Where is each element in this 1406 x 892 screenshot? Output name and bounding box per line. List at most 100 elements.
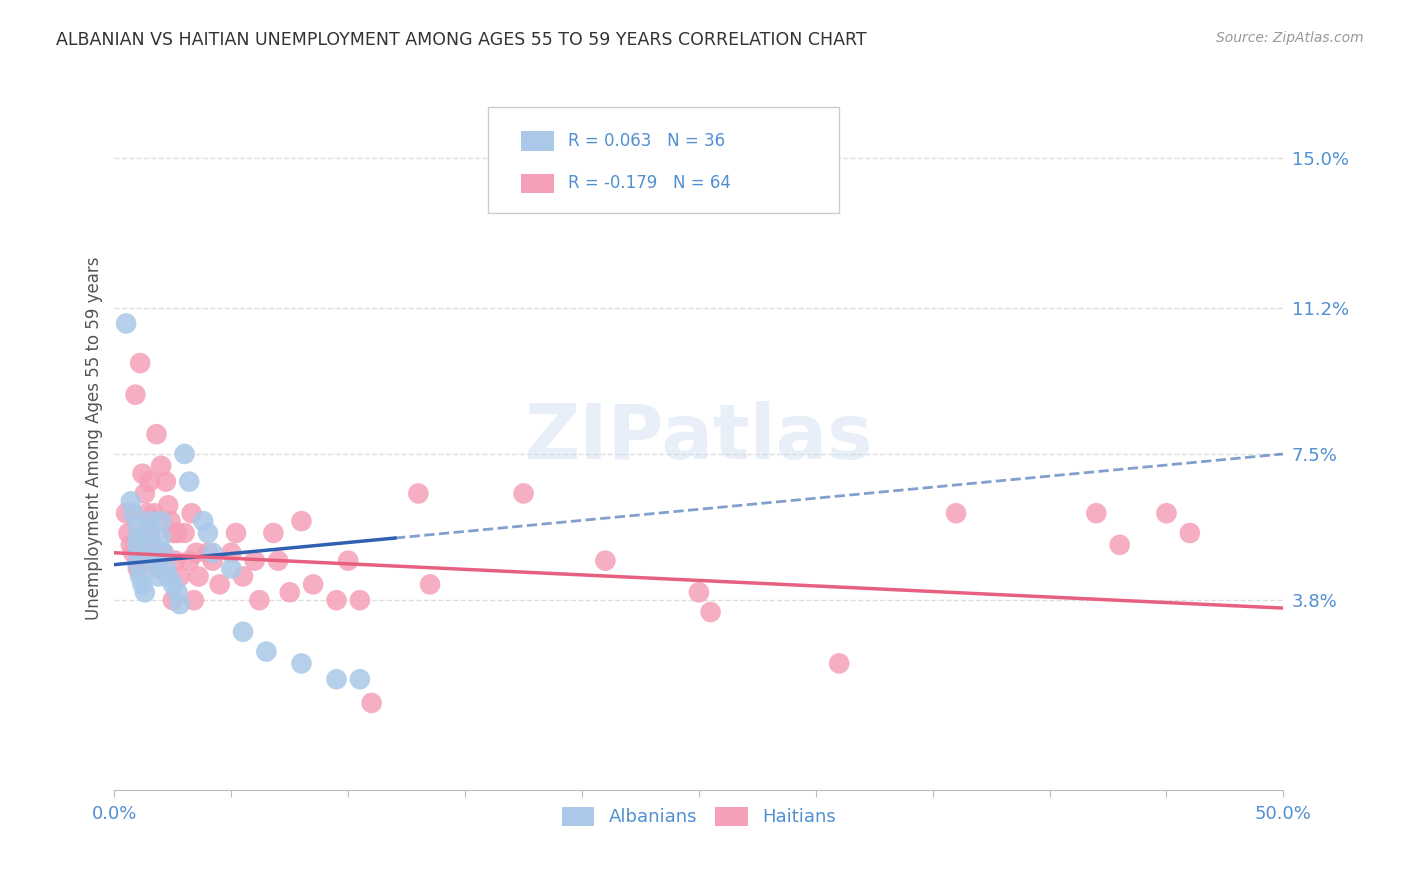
Point	[122, 546, 145, 560]
Point	[828, 657, 851, 671]
Point	[166, 526, 188, 541]
Point	[148, 561, 170, 575]
Point	[1085, 506, 1108, 520]
Point	[360, 696, 382, 710]
Point	[1108, 538, 1130, 552]
Point	[138, 526, 160, 541]
Point	[165, 554, 187, 568]
Point	[120, 538, 142, 552]
Point	[145, 427, 167, 442]
FancyBboxPatch shape	[488, 107, 839, 213]
Point	[127, 530, 149, 544]
Point	[325, 672, 347, 686]
Point	[221, 546, 243, 560]
Point	[150, 530, 173, 544]
Point	[138, 475, 160, 489]
Point	[337, 554, 360, 568]
Bar	[522, 131, 554, 151]
Point	[187, 569, 209, 583]
Point	[349, 672, 371, 686]
Point	[186, 546, 208, 560]
Point	[162, 577, 184, 591]
Point	[278, 585, 301, 599]
Point	[193, 514, 215, 528]
Point	[145, 554, 167, 568]
Point	[349, 593, 371, 607]
Point	[197, 546, 219, 560]
Point	[131, 577, 153, 591]
Point	[262, 526, 284, 541]
Point	[115, 506, 138, 520]
Text: ALBANIAN VS HAITIAN UNEMPLOYMENT AMONG AGES 55 TO 59 YEARS CORRELATION CHART: ALBANIAN VS HAITIAN UNEMPLOYMENT AMONG A…	[56, 31, 868, 49]
Point	[129, 356, 152, 370]
Point	[166, 585, 188, 599]
Point	[267, 554, 290, 568]
Point	[290, 514, 312, 528]
Point	[302, 577, 325, 591]
Point	[169, 597, 191, 611]
Y-axis label: Unemployment Among Ages 55 to 59 years: Unemployment Among Ages 55 to 59 years	[86, 256, 103, 620]
Point	[512, 486, 534, 500]
Point	[117, 526, 139, 541]
Point	[945, 506, 967, 520]
Point	[134, 486, 156, 500]
Text: R = -0.179   N = 64: R = -0.179 N = 64	[568, 175, 731, 193]
Point	[127, 561, 149, 575]
Point	[131, 467, 153, 481]
Legend: Albanians, Haitians: Albanians, Haitians	[554, 800, 844, 834]
Point	[419, 577, 441, 591]
Text: ZIPatlas: ZIPatlas	[524, 401, 873, 475]
Point	[232, 624, 254, 639]
Point	[169, 569, 191, 583]
Point	[129, 569, 152, 583]
Bar	[522, 174, 554, 194]
Point	[201, 554, 224, 568]
Point	[173, 447, 195, 461]
Point	[138, 526, 160, 541]
Point	[1178, 526, 1201, 541]
Point	[145, 558, 167, 572]
Point	[150, 458, 173, 473]
Point	[124, 387, 146, 401]
Point	[143, 506, 166, 520]
Point	[143, 549, 166, 564]
Point	[127, 554, 149, 568]
Point	[155, 561, 177, 575]
Point	[162, 526, 184, 541]
Point	[243, 554, 266, 568]
Text: Source: ZipAtlas.com: Source: ZipAtlas.com	[1216, 31, 1364, 45]
Point	[254, 644, 277, 658]
Point	[136, 506, 159, 520]
Point	[131, 526, 153, 541]
Text: R = 0.063   N = 36: R = 0.063 N = 36	[568, 132, 725, 150]
Point	[155, 475, 177, 489]
Point	[325, 593, 347, 607]
Point	[197, 526, 219, 541]
Point	[141, 538, 163, 552]
Point	[115, 317, 138, 331]
Point	[179, 554, 201, 568]
Point	[173, 526, 195, 541]
Point	[1156, 506, 1178, 520]
Point	[127, 546, 149, 560]
Point	[221, 561, 243, 575]
Point	[699, 605, 721, 619]
Point	[208, 577, 231, 591]
Point	[141, 538, 163, 552]
Point	[290, 657, 312, 671]
Point	[152, 546, 174, 560]
Point	[201, 546, 224, 560]
Point	[179, 475, 201, 489]
Point	[157, 499, 180, 513]
Point	[150, 514, 173, 528]
Point	[134, 585, 156, 599]
Point	[120, 494, 142, 508]
Point	[152, 546, 174, 560]
Point	[122, 506, 145, 520]
Point	[408, 486, 430, 500]
Point	[127, 558, 149, 572]
Point	[225, 526, 247, 541]
Point	[162, 593, 184, 607]
Point	[159, 514, 181, 528]
Point	[232, 569, 254, 583]
